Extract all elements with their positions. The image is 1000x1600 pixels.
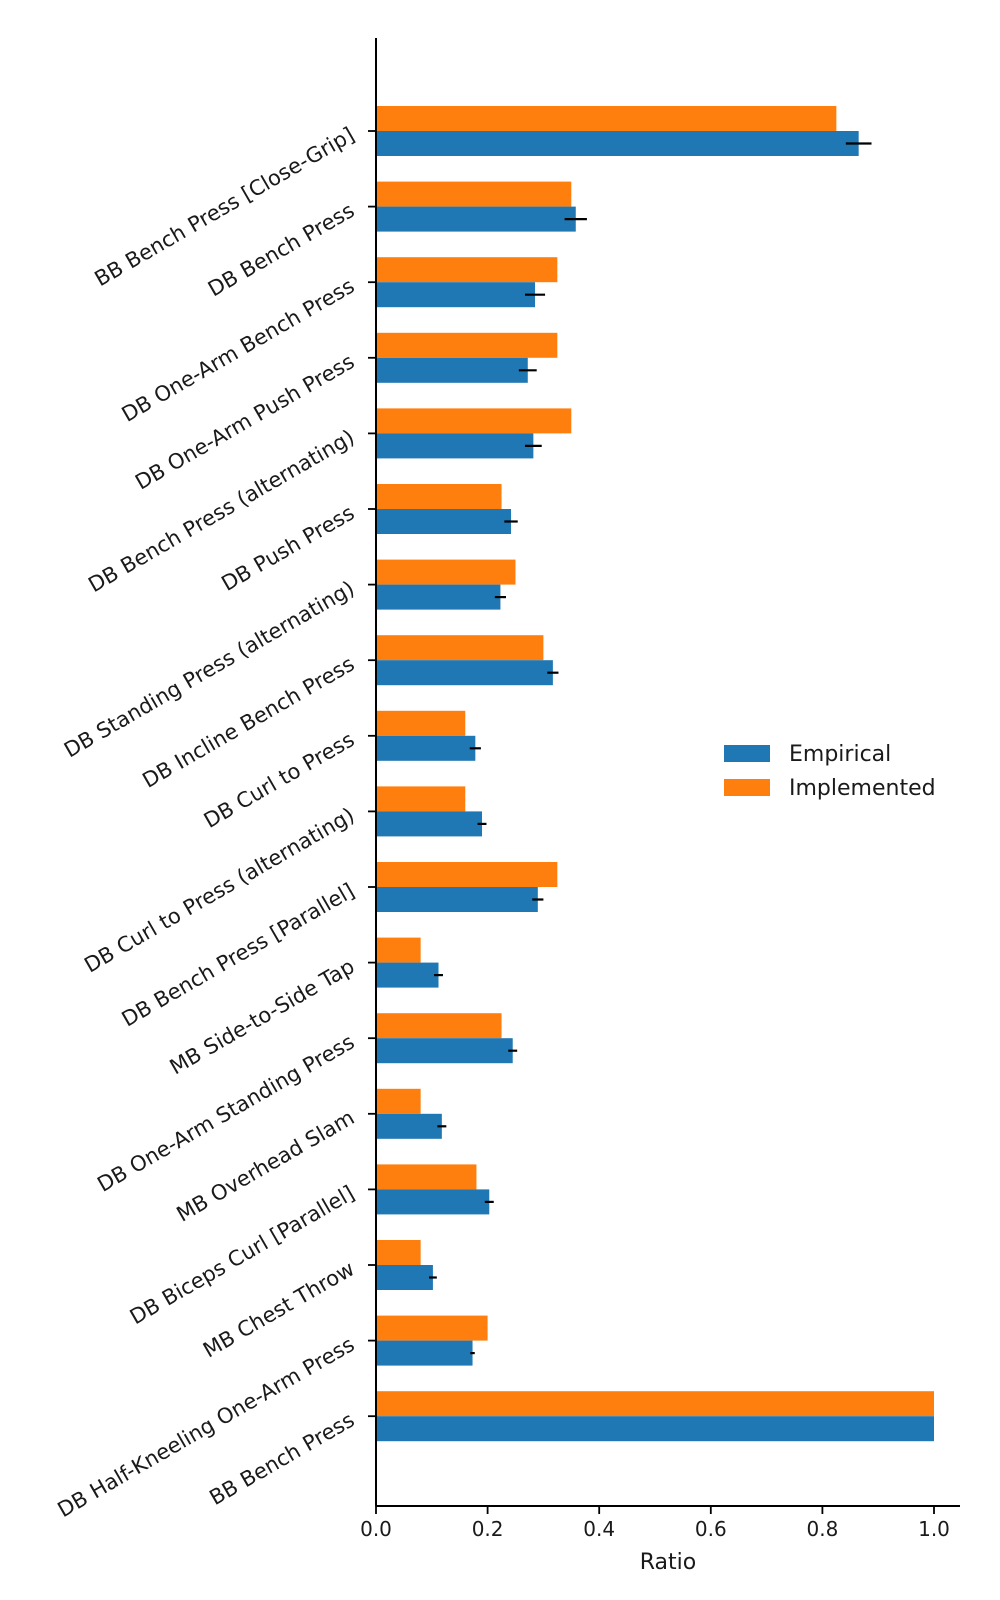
- bar-empirical: [376, 357, 528, 383]
- bar-empirical: [376, 131, 859, 156]
- x-tick-label: 0.0: [360, 1517, 392, 1541]
- bar-implemented: [376, 1240, 421, 1265]
- legend-label-implemented: Implemented: [789, 776, 936, 801]
- legend-swatch-implemented: [724, 779, 770, 796]
- category-label: DB One-Arm Bench Press: [118, 274, 359, 427]
- x-axis-title: Ratio: [640, 1550, 696, 1575]
- bar-implemented: [376, 484, 502, 509]
- bar-empirical: [376, 1265, 433, 1290]
- bar-implemented: [376, 181, 572, 207]
- bar-implemented: [376, 1391, 934, 1417]
- x-tick-label: 0.6: [695, 1517, 727, 1541]
- category-labels: BB Bench Press [Close-Grip] DB Bench Pres…: [53, 123, 358, 1523]
- category-label: DB Biceps Curl [Parallel]: [126, 1181, 359, 1329]
- bar-empirical: [376, 1340, 473, 1366]
- x-tick-label: 0.4: [583, 1517, 615, 1541]
- category-label: DB Bench Press [Parallel]: [118, 879, 359, 1032]
- category-label: DB Bench Press (alternating): [84, 425, 358, 597]
- bar-empirical: [376, 1189, 490, 1215]
- legend: Empirical Implemented: [724, 742, 936, 801]
- category-label: DB Incline Bench Press: [138, 652, 358, 793]
- bar-implemented: [376, 1088, 421, 1114]
- legend-swatch-empirical: [724, 745, 770, 762]
- bar-empirical: [376, 206, 576, 232]
- bar-implemented: [376, 1164, 477, 1190]
- bar-empirical: [376, 887, 538, 912]
- bar-implemented: [376, 710, 466, 736]
- bar-implemented: [376, 408, 572, 434]
- category-label: DB One-Arm Push Press: [131, 349, 358, 494]
- bar-implemented: [376, 862, 558, 887]
- bar-implemented: [376, 1013, 502, 1039]
- errorbars-layer: [429, 142, 872, 1355]
- bar-implemented: [376, 786, 466, 812]
- bar-empirical: [376, 660, 553, 686]
- category-label: BB Bench Press [Close-Grip]: [90, 123, 358, 292]
- bar-empirical: [376, 1113, 442, 1139]
- bar-implemented: [376, 937, 421, 963]
- bar-implemented: [376, 106, 837, 131]
- bar-empirical: [376, 509, 512, 534]
- x-tick-label: 0.2: [472, 1517, 504, 1541]
- category-label: DB One-Arm Standing Press: [93, 1030, 358, 1197]
- bar-empirical: [376, 1416, 934, 1442]
- bar-empirical: [376, 584, 501, 610]
- axes-layer: 0.0 0.2 0.4 0.6 0.8 1.0 Ratio: [360, 38, 960, 1575]
- bar-implemented: [376, 1315, 488, 1341]
- x-tick-label: 1.0: [918, 1517, 950, 1541]
- legend-label-empirical: Empirical: [789, 742, 891, 767]
- bar-implemented: [376, 635, 544, 661]
- bar-empirical: [376, 1038, 513, 1064]
- bar-empirical: [376, 962, 439, 988]
- bar-implemented: [376, 257, 558, 283]
- bar-empirical: [376, 282, 536, 308]
- bars-layer: [376, 106, 934, 1442]
- bar-empirical: [376, 433, 534, 459]
- bar-empirical: [376, 735, 476, 761]
- bar-implemented: [376, 559, 516, 585]
- bar-empirical: [376, 811, 483, 837]
- bar-implemented: [376, 332, 558, 358]
- x-tick-label: 0.8: [806, 1517, 838, 1541]
